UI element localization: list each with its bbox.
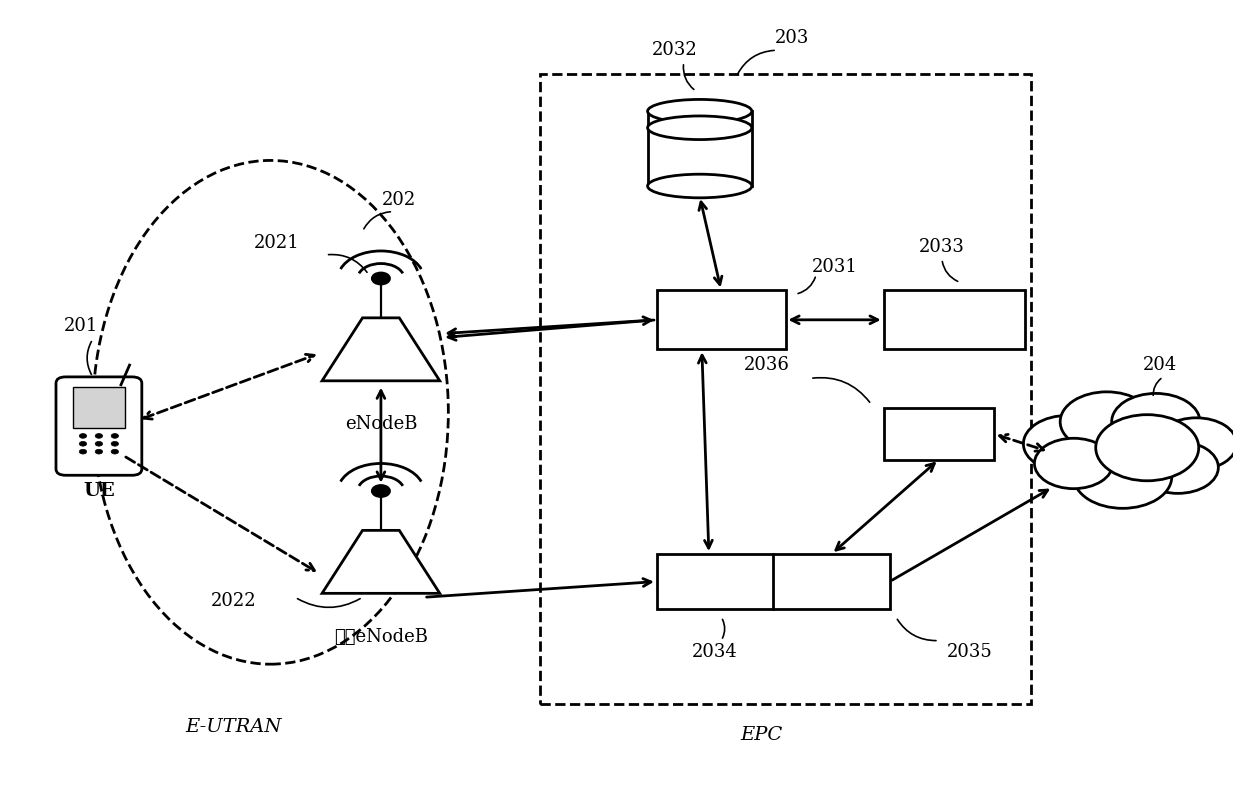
- Text: 201: 201: [63, 316, 98, 335]
- Text: 204: 204: [1142, 356, 1177, 374]
- Text: PCRF: PCRF: [910, 425, 967, 443]
- Text: 2021: 2021: [254, 234, 300, 252]
- Circle shape: [112, 449, 119, 454]
- Circle shape: [95, 433, 103, 438]
- Text: 2035: 2035: [946, 643, 992, 662]
- Bar: [657, 554, 890, 609]
- Circle shape: [1156, 418, 1236, 469]
- Circle shape: [95, 441, 103, 446]
- Text: EPC: EPC: [740, 726, 782, 744]
- Text: MME: MME: [694, 311, 748, 329]
- Text: HSS: HSS: [678, 135, 722, 154]
- Circle shape: [79, 433, 87, 438]
- Circle shape: [1023, 416, 1112, 472]
- Bar: [657, 290, 785, 349]
- Ellipse shape: [647, 99, 751, 123]
- Ellipse shape: [647, 174, 751, 198]
- Text: E-UTRAN: E-UTRAN: [186, 718, 281, 736]
- Text: 202: 202: [382, 191, 417, 209]
- Bar: [541, 74, 1030, 703]
- Text: eNodeB: eNodeB: [345, 415, 417, 433]
- Text: 2033: 2033: [919, 238, 965, 256]
- Text: 2036: 2036: [744, 356, 790, 374]
- Circle shape: [95, 449, 103, 454]
- Circle shape: [112, 433, 119, 438]
- Bar: [884, 290, 1024, 349]
- Circle shape: [1096, 415, 1199, 481]
- Circle shape: [1060, 392, 1153, 452]
- Circle shape: [1034, 438, 1112, 489]
- Circle shape: [112, 441, 119, 446]
- Text: PGW: PGW: [807, 573, 856, 590]
- Text: 其它eNodeB: 其它eNodeB: [334, 628, 428, 646]
- Polygon shape: [322, 530, 440, 594]
- Text: 其它MME: 其它MME: [915, 311, 993, 329]
- Bar: [884, 409, 994, 460]
- Ellipse shape: [647, 116, 751, 139]
- Polygon shape: [322, 318, 440, 380]
- Circle shape: [1074, 445, 1172, 509]
- Bar: [73, 387, 125, 428]
- FancyBboxPatch shape: [56, 377, 141, 475]
- Text: 203: 203: [775, 30, 808, 47]
- Text: UE: UE: [83, 482, 115, 500]
- Text: 2034: 2034: [692, 643, 738, 662]
- Text: 2032: 2032: [652, 41, 698, 59]
- Circle shape: [79, 441, 87, 446]
- Text: IP业务: IP业务: [1105, 442, 1152, 461]
- Circle shape: [79, 449, 87, 454]
- Bar: [647, 111, 751, 186]
- Circle shape: [1137, 441, 1219, 493]
- Text: 2031: 2031: [812, 258, 858, 276]
- Text: SGW: SGW: [691, 573, 739, 590]
- Circle shape: [372, 273, 389, 284]
- Circle shape: [372, 485, 389, 497]
- Circle shape: [1112, 393, 1200, 450]
- Text: 2022: 2022: [211, 592, 257, 610]
